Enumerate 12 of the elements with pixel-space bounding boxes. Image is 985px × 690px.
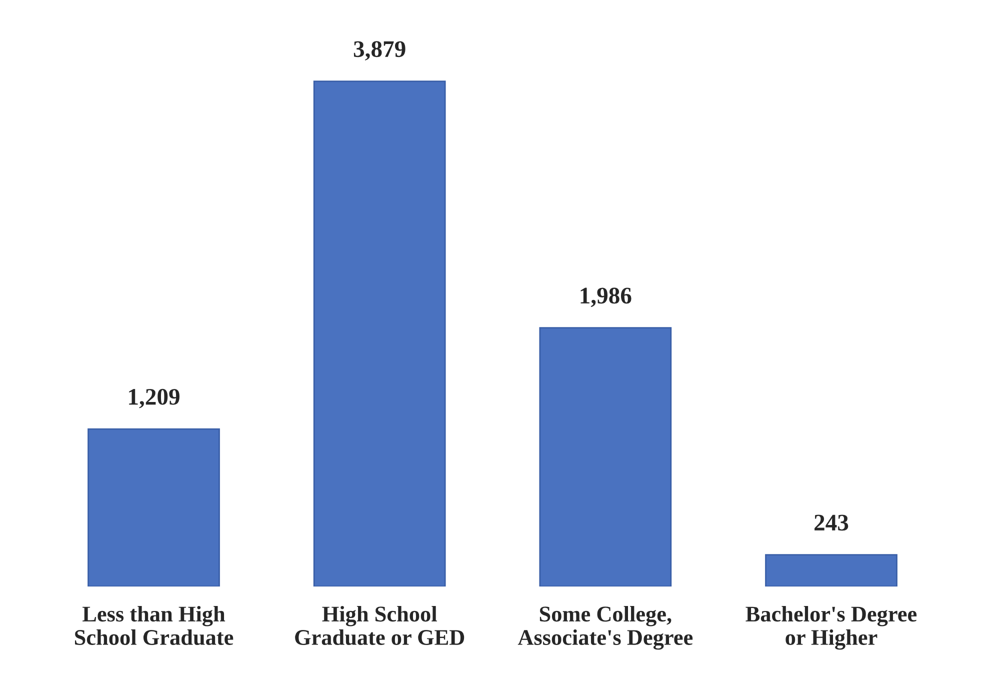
x-tick-label: Bachelor's Degree or Higher <box>746 606 917 650</box>
data-label: 1,209 <box>129 388 180 408</box>
data-label: 3,879 <box>354 41 406 61</box>
x-tick-label: Some College, Associate's Degree <box>518 606 693 650</box>
x-tick-label: High School Graduate or GED <box>295 606 464 646</box>
data-label: 1,986 <box>580 288 632 308</box>
bar <box>765 554 898 586</box>
data-label: 243 <box>814 514 848 531</box>
x-tick-label: Less than High School Graduate <box>75 606 234 646</box>
bar <box>88 428 220 586</box>
bar <box>313 80 446 586</box>
bar <box>539 327 672 586</box>
